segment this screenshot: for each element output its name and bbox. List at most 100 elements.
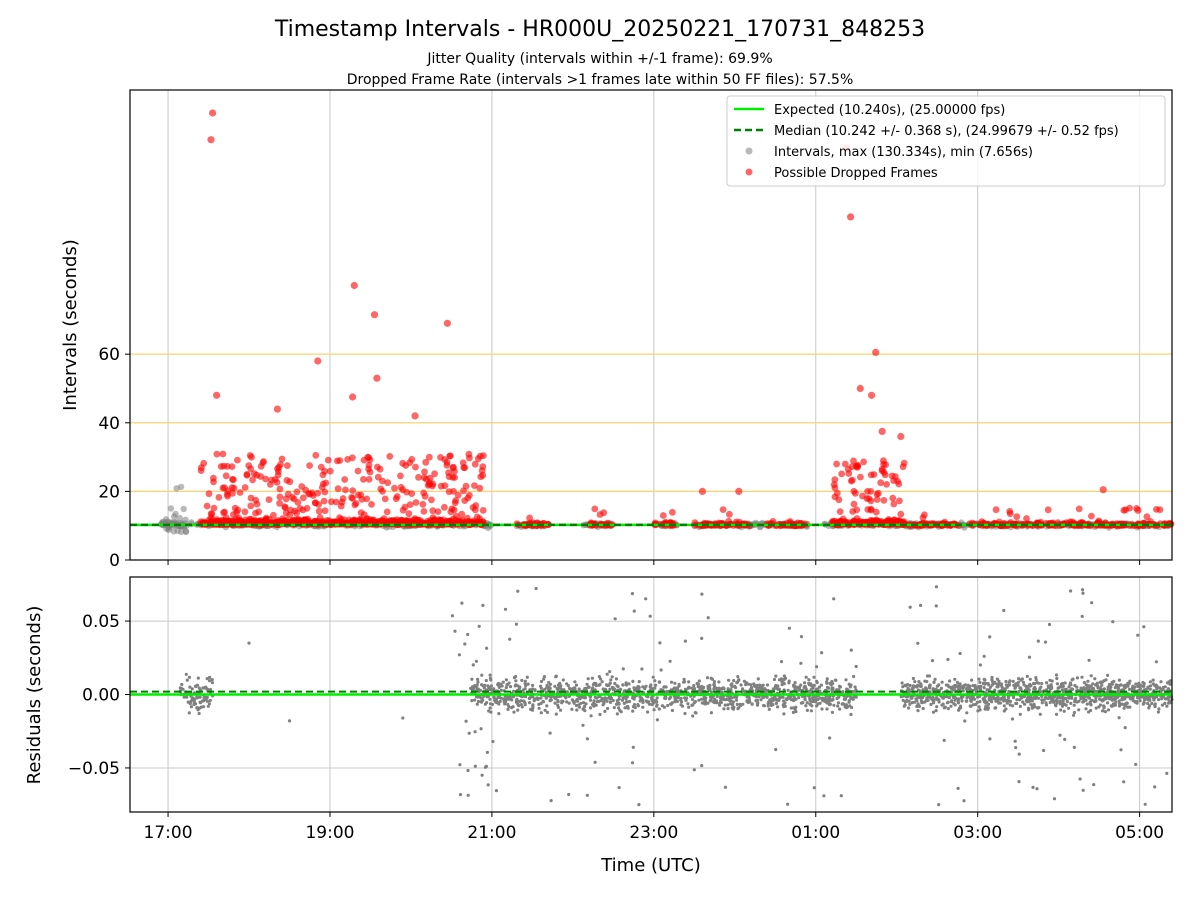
dropped-frame-point xyxy=(428,496,435,504)
residual-point xyxy=(1010,717,1015,721)
residual-point xyxy=(960,699,964,703)
dropped-frame-point xyxy=(284,490,292,498)
dropped-frame-point xyxy=(872,508,880,516)
residual-point xyxy=(516,589,520,593)
residual-point xyxy=(486,783,490,787)
residual-point xyxy=(621,683,625,687)
dropped-frame-point xyxy=(878,467,886,475)
residual-point xyxy=(1120,698,1124,702)
residual-point xyxy=(916,702,920,706)
residual-point xyxy=(1002,608,1006,613)
dropped-frame-point xyxy=(460,487,467,495)
residual-point xyxy=(1138,699,1142,703)
intervals-y-tick-label: 40 xyxy=(98,414,120,434)
dropped-frame-point xyxy=(234,456,241,464)
residual-point xyxy=(842,702,846,706)
legend-dropped-swatch xyxy=(745,168,753,176)
residual-point xyxy=(531,683,535,688)
dropped-frame-outlier xyxy=(878,427,886,435)
residual-point xyxy=(750,685,754,690)
dropped-frame-point xyxy=(354,467,362,475)
residual-point xyxy=(796,685,800,689)
residual-point xyxy=(205,677,209,681)
dropped-frame-outlier xyxy=(350,281,358,290)
residual-point xyxy=(593,695,597,699)
residual-point xyxy=(1157,707,1161,711)
interval-point xyxy=(159,518,166,526)
residual-point xyxy=(765,695,769,699)
residual-point xyxy=(537,706,541,710)
residual-point xyxy=(572,701,576,705)
dropped-frame-point xyxy=(454,491,462,499)
residual-point xyxy=(1098,697,1102,701)
residual-point xyxy=(1142,698,1146,702)
dropped-frame-point xyxy=(365,476,373,483)
residual-point xyxy=(464,719,468,723)
residual-point xyxy=(477,689,481,694)
residual-point xyxy=(476,680,480,684)
dropped-frame-point xyxy=(449,473,457,481)
dropped-frame-point xyxy=(853,506,861,514)
residual-point xyxy=(567,792,571,797)
dropped-frame-point xyxy=(230,484,238,492)
residual-point xyxy=(575,697,579,701)
residual-point xyxy=(475,683,479,687)
residual-point xyxy=(767,707,771,712)
dropped-frame-point xyxy=(425,481,433,488)
residual-point xyxy=(903,703,907,707)
residual-point xyxy=(522,699,526,703)
residual-point xyxy=(977,686,981,690)
residual-point xyxy=(941,702,945,706)
dropped-frame-point xyxy=(591,505,599,513)
residual-point xyxy=(197,711,201,716)
residual-point xyxy=(528,701,532,705)
dropped-frame-point xyxy=(386,453,394,460)
residual-point xyxy=(1064,697,1068,701)
residual-point xyxy=(655,704,659,708)
residual-point xyxy=(1037,681,1041,685)
residual-point xyxy=(631,745,635,749)
residual-point xyxy=(1090,698,1094,702)
residual-point xyxy=(900,681,904,685)
residual-point xyxy=(958,682,962,686)
dropped-frame-point xyxy=(253,500,261,508)
dropped-frame-point xyxy=(452,497,460,504)
residual-point xyxy=(489,710,493,714)
residual-point xyxy=(567,701,571,705)
residual-point xyxy=(481,603,485,608)
dropped-frame-point xyxy=(921,511,928,519)
residual-point xyxy=(1027,655,1032,659)
residual-point xyxy=(1042,748,1046,753)
residual-point xyxy=(525,675,529,679)
dropped-frame-outlier xyxy=(1099,486,1107,494)
residual-point xyxy=(930,659,935,663)
chart-title: Timestamp Intervals - HR000U_20250221_17… xyxy=(274,17,925,42)
residual-point xyxy=(1141,702,1145,706)
dropped-frame-point xyxy=(434,508,442,515)
residual-point xyxy=(1084,707,1088,711)
residual-point xyxy=(495,701,499,705)
residual-point xyxy=(692,684,696,688)
residual-point xyxy=(655,696,659,700)
residual-point xyxy=(1151,678,1155,682)
residual-point xyxy=(750,702,754,706)
residual-point xyxy=(990,700,994,704)
residual-point xyxy=(1046,685,1050,690)
dropped-frame-point xyxy=(419,500,427,508)
dropped-frame-outlier xyxy=(273,405,281,413)
dropped-frame-point xyxy=(365,454,373,461)
residual-point xyxy=(755,702,760,706)
residual-point xyxy=(1029,684,1033,688)
residual-point xyxy=(723,785,728,789)
dropped-frame-point xyxy=(276,485,284,493)
residual-point xyxy=(506,702,510,707)
residual-point xyxy=(736,675,740,679)
residual-point xyxy=(972,697,977,701)
residual-point xyxy=(791,710,796,715)
legend-intervals-label: Intervals, max (130.334s), min (7.656s) xyxy=(774,145,1033,160)
residual-point xyxy=(1015,701,1019,706)
residual-point xyxy=(755,683,759,688)
dropped-frame-point xyxy=(420,508,428,515)
residual-point xyxy=(565,690,569,694)
